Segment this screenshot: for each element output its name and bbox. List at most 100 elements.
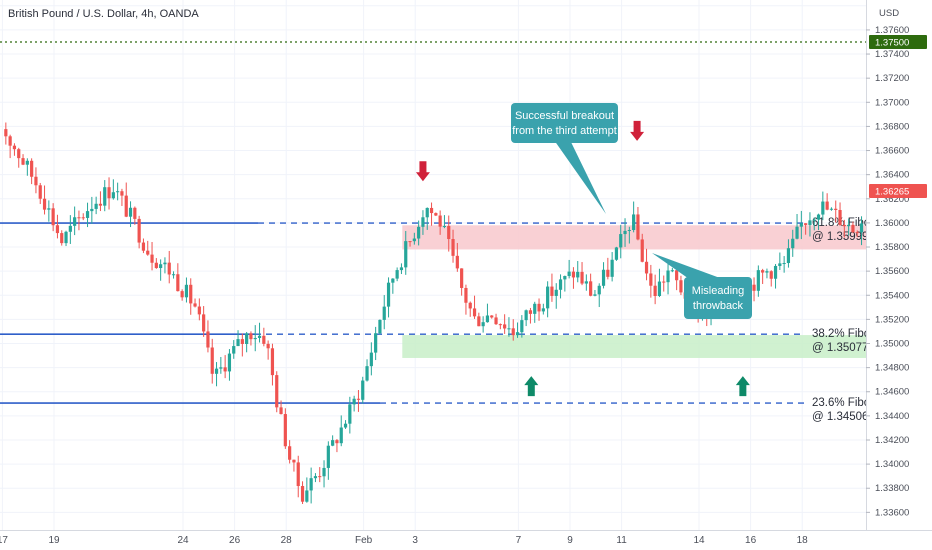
- time-tick-label: 19: [48, 535, 60, 546]
- bear-candle: [804, 223, 808, 225]
- time-ticks: 17 19 24 26 28 Feb 3 7 9 11 14 16 18: [0, 535, 808, 546]
- bull-candle: [829, 208, 834, 210]
- time-tick-label: 7: [516, 535, 522, 546]
- bull-candle: [816, 214, 821, 220]
- bull-candle: [791, 238, 795, 249]
- bull-candle: [412, 238, 416, 242]
- bear-candle: [206, 331, 210, 348]
- bull-candle: [85, 211, 90, 218]
- bear-candle: [55, 225, 60, 234]
- bull-candle: [395, 270, 399, 279]
- bull-candle: [253, 337, 257, 340]
- bear-candle: [154, 262, 158, 269]
- bull-candle: [163, 262, 167, 265]
- bear-candle: [825, 201, 829, 210]
- bear-candle: [137, 218, 141, 243]
- price-tick-label: 1.34000: [875, 459, 909, 470]
- support-zone: [402, 335, 932, 358]
- bull-candle: [610, 259, 614, 277]
- bear-candle: [60, 233, 64, 244]
- bear-candle: [842, 224, 846, 227]
- bear-candle: [335, 440, 339, 444]
- bull-candle: [558, 279, 563, 290]
- bear-candle: [460, 268, 464, 288]
- bear-candle: [202, 314, 206, 332]
- bear-candle: [98, 203, 103, 206]
- bull-candle: [778, 263, 782, 266]
- bear-candle: [210, 347, 214, 374]
- price-tick-label: 1.33600: [875, 507, 909, 518]
- bull-candle: [331, 440, 335, 446]
- bear-candle: [606, 269, 610, 277]
- bull-candle: [601, 269, 606, 286]
- bull-candle: [386, 282, 391, 307]
- bull-candle: [365, 366, 369, 381]
- time-tick-label: 11: [616, 535, 627, 546]
- bear-candle: [653, 285, 657, 296]
- bull-candle: [666, 270, 670, 283]
- bear-candle: [292, 459, 296, 463]
- price-tick-label: 1.37000: [875, 97, 909, 108]
- bull-candle: [786, 248, 791, 264]
- bull-candle: [795, 226, 799, 239]
- bull-candle: [219, 367, 223, 369]
- bull-candle: [765, 271, 769, 273]
- bear-candle: [589, 281, 593, 296]
- bull-candle: [64, 231, 68, 244]
- bull-candle: [382, 306, 386, 320]
- price-tick-label: 1.35600: [875, 266, 909, 277]
- breakout-callout-text-line2: from the third attempt: [512, 125, 617, 137]
- time-tick-label: 9: [567, 535, 573, 546]
- time-tick-label: 28: [281, 535, 293, 546]
- bear-candle: [300, 486, 305, 502]
- bear-candle: [477, 316, 481, 327]
- up-arrow-icon: [524, 376, 539, 397]
- bear-candle: [490, 315, 494, 318]
- bear-candle: [550, 286, 554, 296]
- throwback-callout: Misleading throwback: [652, 253, 752, 319]
- price-tick-label: 1.34200: [875, 435, 909, 446]
- bull-candle: [507, 328, 511, 330]
- price-tick-label: 1.36000: [875, 218, 909, 229]
- price-tick-label: 1.34400: [875, 411, 909, 422]
- bear-candle: [262, 335, 266, 344]
- bear-candle: [167, 262, 171, 275]
- price-tick-label: 1.37200: [875, 73, 909, 84]
- bull-candle: [227, 353, 232, 372]
- throwback-callout-text-line2: throwback: [693, 300, 744, 312]
- bull-candle: [773, 265, 778, 279]
- grid: [0, 0, 866, 530]
- bull-candle: [808, 220, 812, 225]
- bear-candle: [318, 476, 322, 478]
- price-axis[interactable]: 1.37600 1.37400 1.37200 1.37000 1.36800 1.366…: [866, 0, 932, 530]
- bull-candle: [94, 203, 98, 209]
- bull-candle: [232, 346, 236, 354]
- bear-candle: [266, 343, 270, 349]
- price-tag-bg: [869, 183, 927, 198]
- bull-candle: [614, 247, 619, 260]
- bear-candle: [649, 273, 653, 286]
- price-tag-bg: [869, 34, 927, 49]
- bear-candle: [133, 207, 137, 219]
- bull-candle: [236, 339, 240, 347]
- time-tick-label: 3: [412, 535, 418, 546]
- bear-candle: [4, 129, 8, 137]
- price-tick-label: 1.35400: [875, 290, 909, 301]
- price-ticks: 1.37600 1.37400 1.37200 1.37000 1.36800 1.366…: [866, 25, 909, 518]
- bull-candle: [352, 398, 356, 405]
- price-tick-label: 1.33800: [875, 483, 909, 494]
- bear-candle: [464, 287, 468, 303]
- bear-candle: [494, 317, 498, 325]
- price-tick-label: 1.37400: [875, 49, 909, 60]
- bear-candle: [580, 271, 584, 284]
- bull-candle: [563, 276, 567, 280]
- bear-candle: [34, 176, 38, 186]
- time-axis[interactable]: 17 19 24 26 28 Feb 3 7 9 11 14 16 18: [0, 530, 932, 550]
- bear-candle: [636, 214, 640, 240]
- bear-candle: [761, 270, 765, 273]
- bear-candle: [855, 232, 859, 234]
- bear-candle: [640, 239, 644, 262]
- bull-candle: [111, 192, 115, 199]
